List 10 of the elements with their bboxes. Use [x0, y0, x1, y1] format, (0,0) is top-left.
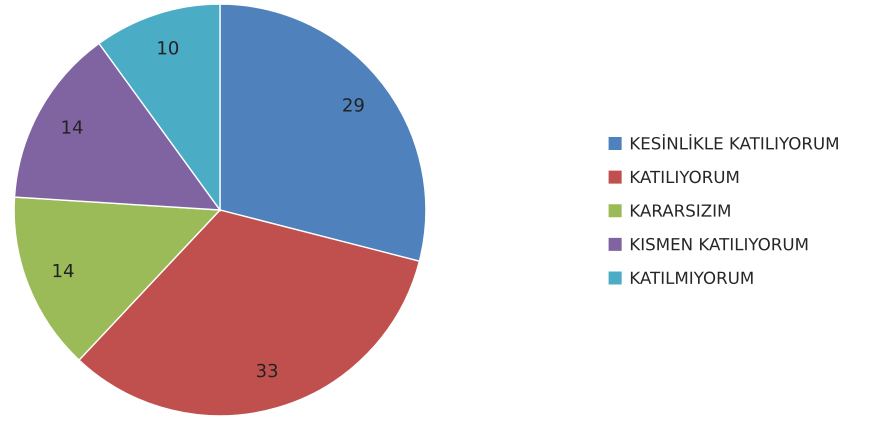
- legend-label: KATILMIYORUM: [630, 271, 753, 284]
- legend-label: KESİNLİKLE KATILIYORUM: [630, 134, 838, 150]
- legend-label: KARARSIZIM: [630, 204, 730, 217]
- data-label: 33: [256, 364, 278, 378]
- data-label: 14: [54, 264, 74, 278]
- data-label: 14: [62, 120, 83, 134]
- data-label: 10: [158, 41, 178, 55]
- data-label: 29: [343, 98, 364, 112]
- legend-label: KISMEN KATILIYORUM: [630, 238, 808, 250]
- legend-label: KATILIYORUM: [630, 170, 738, 184]
